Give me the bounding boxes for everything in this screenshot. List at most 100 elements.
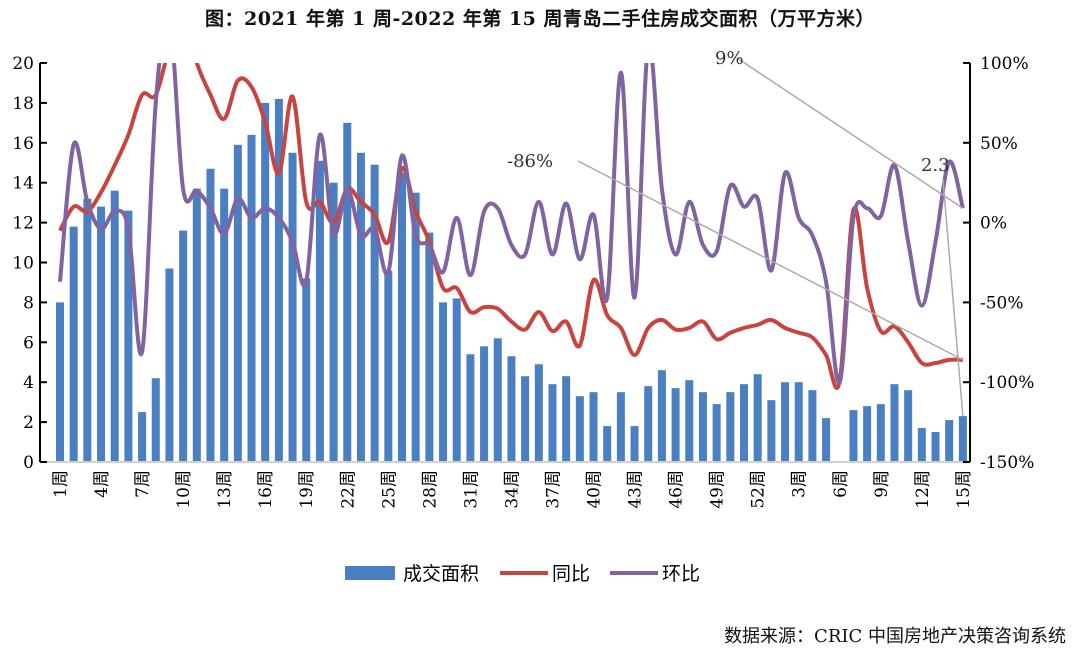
bar (220, 188, 229, 462)
bar (398, 172, 406, 462)
bar (370, 164, 379, 462)
bar (83, 198, 92, 462)
x-tick-label: 13周 (215, 470, 235, 509)
bar (767, 400, 776, 462)
bar (69, 226, 78, 462)
bar (753, 374, 762, 462)
left-tick-label: 14 (12, 174, 34, 194)
x-tick-label: 31周 (461, 470, 481, 509)
bar (794, 382, 803, 462)
bar (466, 354, 475, 462)
bar (274, 98, 283, 462)
legend-label: 环比 (662, 563, 700, 585)
x-tick-label: 9周 (872, 470, 892, 498)
x-tick-label: 7周 (133, 470, 153, 498)
bar (904, 390, 913, 462)
bar (562, 376, 571, 462)
bar (534, 364, 543, 462)
bar (315, 160, 324, 462)
legend-label: 成交面积 (403, 563, 479, 585)
x-tick-label: 34周 (502, 470, 522, 509)
annotation-leader (577, 160, 964, 361)
bar (698, 392, 707, 462)
bar (685, 380, 694, 462)
bar (356, 152, 365, 462)
bar (247, 134, 256, 462)
annotation-label: 9% (715, 48, 744, 69)
bar (288, 152, 297, 462)
x-tick-label: 28周 (420, 470, 440, 509)
right-tick-label: -50% (980, 293, 1024, 313)
bar (261, 102, 270, 463)
annotation-leader (736, 57, 964, 209)
bar (958, 416, 967, 462)
bar (863, 406, 872, 462)
bar (507, 356, 516, 462)
bar (671, 388, 680, 462)
bar (616, 392, 625, 462)
bar (329, 182, 338, 462)
axes: 0 2 4 6 8 10 12 14 16 18 20 -150% -100% -50% 0% 50% 100%… (12, 54, 1034, 509)
bar (302, 278, 311, 462)
bar (425, 232, 434, 462)
bar (110, 190, 119, 462)
annotation-leader (942, 179, 964, 417)
bar (56, 302, 64, 462)
bar (890, 384, 899, 462)
bar (740, 384, 748, 462)
bar (822, 418, 831, 462)
bar (206, 168, 215, 463)
line-series (58, 63, 965, 390)
chart-title: 图：2021 年第 1 周-2022 年第 15 周青岛二手住房成交面积（万平方… (205, 8, 875, 30)
bar (575, 396, 584, 462)
bar (179, 230, 188, 462)
bar (781, 382, 790, 462)
annotation-label: -86% (507, 151, 553, 172)
x-tick-label: 1周 (51, 470, 71, 498)
x-tick-label: 19周 (297, 470, 317, 509)
bar (384, 270, 393, 462)
bar (439, 302, 448, 462)
left-tick-label: 12 (12, 214, 34, 234)
bar (151, 378, 160, 462)
left-tick-label: 10 (12, 254, 34, 274)
bar (480, 346, 489, 462)
x-tick-label: 10周 (174, 470, 194, 509)
right-tick-label: -100% (980, 373, 1034, 393)
legend-swatch-bar (345, 566, 395, 580)
x-tick-label: 40周 (585, 470, 605, 509)
x-tick-label: 43周 (626, 470, 646, 509)
left-tick-label: 16 (12, 134, 34, 154)
bar (657, 370, 666, 462)
x-tick-label: 37周 (543, 470, 563, 509)
bar (124, 210, 133, 462)
bar (808, 390, 817, 462)
left-tick-label: 20 (12, 54, 34, 74)
bar (945, 420, 954, 462)
x-tick-label: 22周 (338, 470, 358, 509)
left-tick-label: 2 (23, 413, 34, 433)
annotations: 9% -86% 2.3 (507, 48, 964, 417)
bar (603, 426, 612, 462)
bar (931, 432, 940, 462)
left-tick-label: 0 (23, 453, 34, 473)
bar (343, 122, 352, 462)
bar (712, 404, 721, 462)
x-tick-label: 3周 (790, 470, 810, 498)
bar (452, 298, 461, 462)
x-tick-label: 49周 (708, 470, 728, 509)
x-tick-label: 4周 (92, 470, 112, 498)
left-tick-label: 18 (12, 94, 34, 114)
x-tick-label: 12周 (913, 470, 933, 509)
bar (97, 206, 106, 462)
bar (493, 338, 502, 462)
bar (589, 392, 598, 462)
x-tick-label: 25周 (379, 470, 399, 509)
x-tick-label: 16周 (256, 470, 276, 509)
bar (138, 412, 147, 462)
legend-label: 同比 (552, 563, 590, 585)
bar (726, 392, 735, 462)
bar-series (56, 98, 967, 463)
x-tick-label: 52周 (749, 470, 769, 509)
